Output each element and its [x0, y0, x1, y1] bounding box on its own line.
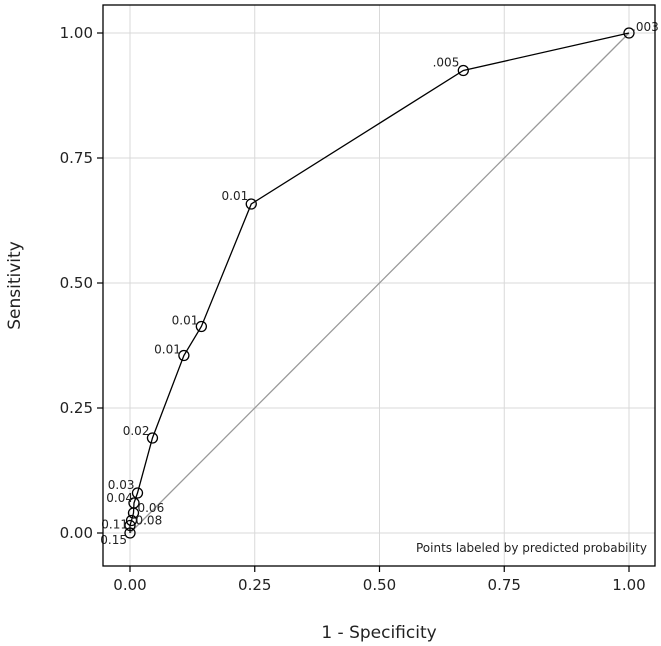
data-point	[146, 432, 159, 444]
data-point	[124, 527, 136, 539]
y-tick-label: 0.00	[60, 524, 93, 542]
point-label: 0.04	[106, 491, 133, 505]
x-tick-label: 1.00	[612, 576, 645, 594]
roc-curve-line	[129, 32, 630, 533]
data-point	[195, 320, 208, 333]
grid-lines	[103, 5, 655, 566]
x-tick-label: 0.75	[488, 576, 521, 594]
point-label: 0.02	[123, 424, 150, 438]
x-tick-label: 0.25	[238, 576, 271, 594]
data-point	[131, 487, 144, 499]
x-axis-ticks: 0.00 0.25 0.50 0.75 1.00	[113, 566, 646, 594]
data-point	[245, 198, 257, 210]
point-labels: 0.150.11 0.080.06 0.040.03 0.02 0.01 0.01 0.01…	[100, 20, 658, 547]
y-axis-ticks: 0.00 0.25 0.50 0.75 1.00	[60, 24, 103, 542]
y-tick-label: 1.00	[60, 24, 93, 42]
reference-diagonal	[129, 32, 630, 534]
point-label: 0.01	[154, 343, 181, 357]
data-point	[457, 64, 469, 77]
data-points	[124, 27, 635, 539]
point-label: .003	[632, 20, 659, 34]
point-label: .005	[433, 56, 460, 70]
point-label: 0.11	[101, 518, 128, 532]
x-tick-label: 0.50	[363, 576, 396, 594]
y-tick-label: 0.50	[60, 274, 93, 292]
point-label: 0.08	[135, 514, 162, 528]
y-axis-title: Sensitivity	[5, 241, 25, 330]
chart-note: Points labeled by predicted probability	[416, 541, 647, 555]
x-tick-label: 0.00	[113, 576, 146, 594]
data-point	[124, 519, 136, 532]
point-label: 0.01	[172, 314, 199, 328]
data-point	[128, 497, 140, 509]
point-label: 0.15	[100, 533, 127, 547]
point-label: 0.06	[137, 501, 164, 515]
x-axis-title: 1 - Specificity	[321, 623, 436, 643]
y-tick-label: 0.25	[60, 399, 93, 417]
data-point	[178, 349, 190, 362]
data-point	[125, 514, 138, 527]
data-point	[623, 27, 635, 39]
y-tick-label: 0.75	[60, 149, 93, 167]
point-label: 0.03	[108, 478, 135, 492]
point-label: 0.01	[222, 189, 249, 203]
